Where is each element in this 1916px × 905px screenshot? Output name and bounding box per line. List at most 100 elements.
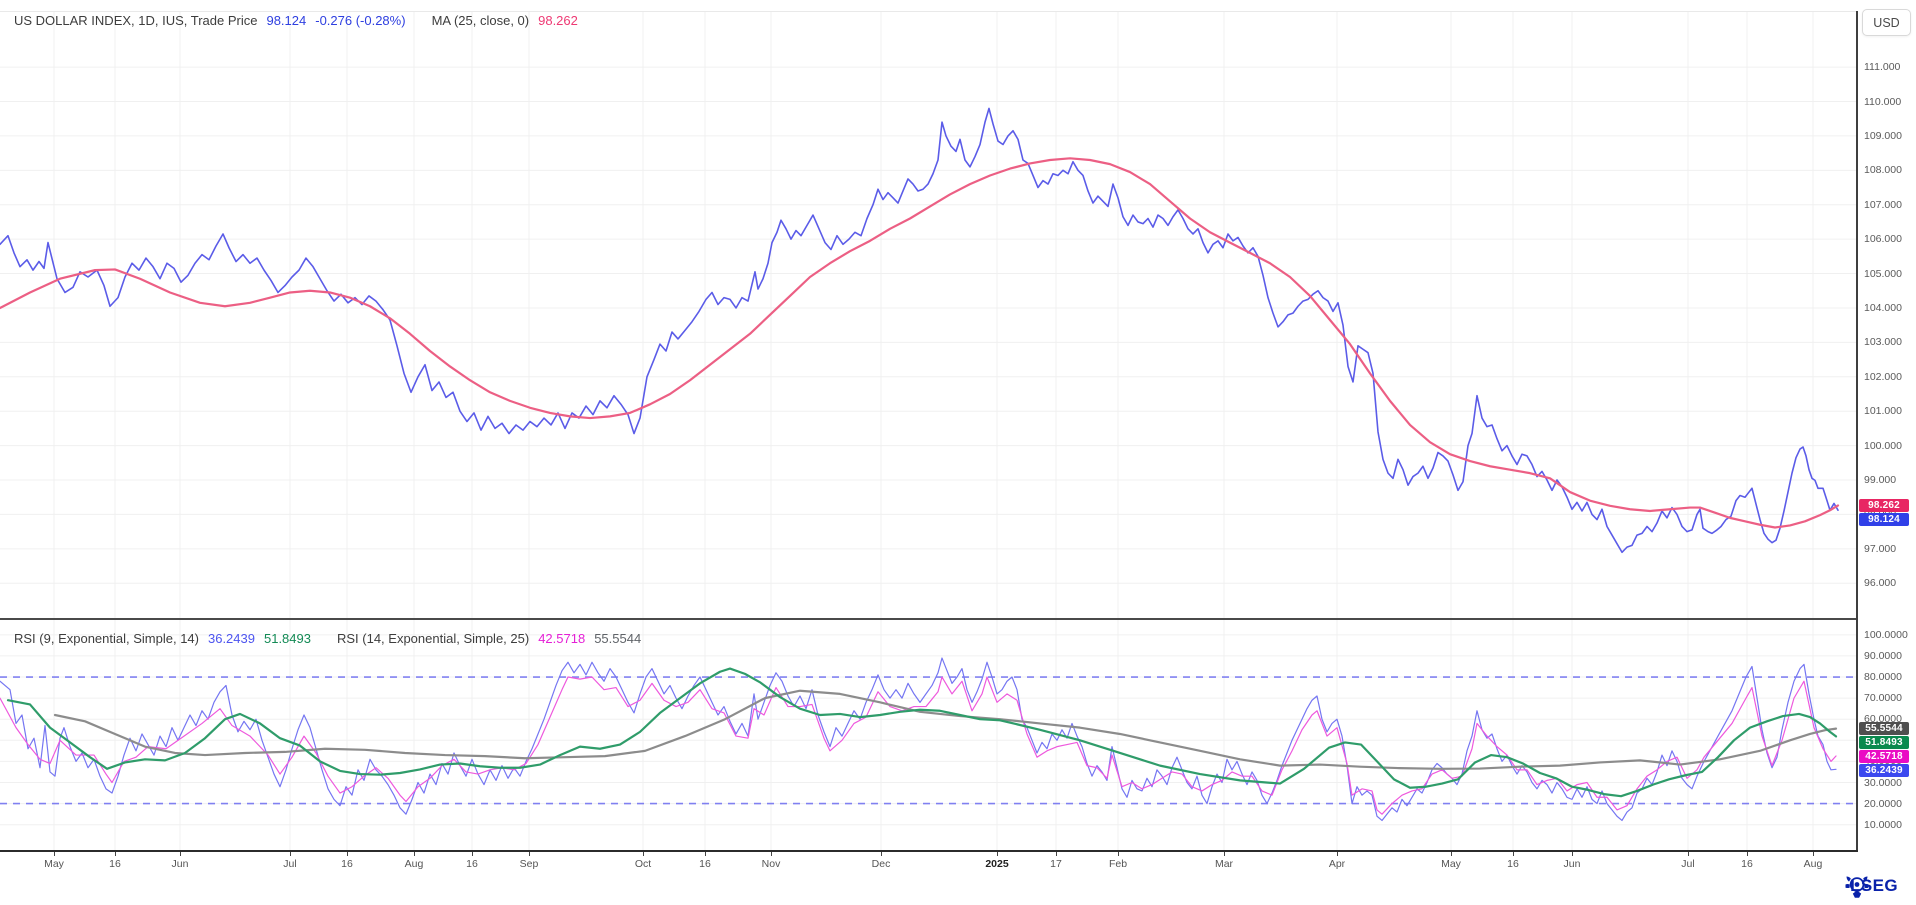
time-axis-label: 17	[1050, 858, 1062, 870]
price-axis-tick: 97.000	[1864, 542, 1897, 555]
price-axis-tick: 110.000	[1864, 95, 1902, 108]
rsi-axis-tick: 100.0000	[1864, 628, 1908, 641]
rsi14-ma-value: 55.5544	[594, 631, 642, 646]
time-axis-notch	[1451, 852, 1452, 856]
price-axis-tick: 96.000	[1864, 577, 1897, 590]
time-axis-notch	[180, 852, 181, 856]
price-label-ma: 98.262	[1859, 498, 1909, 512]
value-axis[interactable]: USD 111.000 110.000 109.000 108.000 107.000 1…	[1858, 0, 1916, 875]
time-axis-notch	[472, 852, 473, 856]
rsi9-ma-value: 51.8493	[263, 631, 311, 646]
time-axis-label: Feb	[1108, 858, 1128, 870]
rsi14-line[interactable]	[0, 676, 1837, 815]
time-axis-label: 16	[341, 858, 353, 870]
time-axis-label: Jun	[1563, 858, 1581, 870]
time-axis-notch	[1118, 852, 1119, 856]
price-label-last: 98.124	[1859, 512, 1909, 526]
price-axis-tick: 107.000	[1864, 198, 1902, 211]
time-axis-label: Sep	[519, 858, 539, 870]
rsi-axis-tick: 80.0000	[1864, 671, 1902, 684]
time-axis-notch	[771, 852, 772, 856]
time-axis-label: Oct	[634, 858, 652, 870]
time-axis-label: Aug	[404, 858, 424, 870]
time-axis-label: Jul	[1681, 858, 1695, 870]
time-axis-label: Jun	[171, 858, 189, 870]
value-axis-border	[1856, 11, 1858, 856]
time-axis-notch	[997, 852, 998, 856]
price-axis-tick: 99.000	[1864, 474, 1897, 487]
price-change-value: -0.276 (-0.28%)	[315, 13, 406, 28]
time-axis-label: Apr	[1328, 858, 1346, 870]
rsi-pane-legend[interactable]: RSI (9, Exponential, Simple, 14) 36.2439…	[14, 631, 641, 646]
price-axis-tick: 111.000	[1864, 61, 1901, 74]
time-axis[interactable]: May 16 Jun Jul 16 Aug 16 Sep Oct 16 Nov Dec 2025 17 Fe…	[0, 850, 1858, 878]
rsi14-value: 42.5718	[538, 631, 586, 646]
rsi-axis-tick: 10.0000	[1864, 818, 1902, 831]
time-axis-notch	[643, 852, 644, 856]
time-axis-notch	[1813, 852, 1814, 856]
plot-top-border	[0, 11, 1858, 12]
time-axis-notch	[290, 852, 291, 856]
time-axis-notch	[1224, 852, 1225, 856]
rsi9-line[interactable]	[0, 657, 1837, 822]
time-axis-notch	[1572, 852, 1573, 856]
rsi9-value: 36.2439	[207, 631, 255, 646]
rsi14-ma-line[interactable]	[53, 689, 1838, 770]
price-pane-legend[interactable]: US DOLLAR INDEX, 1D, IUS, Trade Price 98…	[14, 13, 578, 28]
rsi14-study-label: RSI (14, Exponential, Simple, 25)	[336, 631, 530, 646]
time-axis-notch	[529, 852, 530, 856]
time-axis-label: 16	[466, 858, 478, 870]
time-axis-label: 16	[1741, 858, 1753, 870]
time-axis-label: Mar	[1214, 858, 1234, 870]
time-axis-notch	[1056, 852, 1057, 856]
time-axis-label: 16	[109, 858, 121, 870]
time-axis-label: 16	[1507, 858, 1519, 870]
price-axis-tick: 109.000	[1864, 129, 1902, 142]
currency-badge: USD	[1862, 9, 1911, 36]
time-axis-notch	[347, 852, 348, 856]
rsi-axis-tick: 30.0000	[1864, 776, 1902, 789]
rsi-axis-tick: 20.0000	[1864, 797, 1902, 810]
time-axis-notch	[881, 852, 882, 856]
price-axis-tick: 103.000	[1864, 336, 1902, 349]
time-axis-notch	[1513, 852, 1514, 856]
lseg-emblem-icon	[1845, 876, 1869, 898]
price-axis-tick: 102.000	[1864, 370, 1902, 383]
time-axis-notch	[1337, 852, 1338, 856]
rsi-chart-canvas[interactable]	[0, 620, 1858, 851]
time-axis-notch	[115, 852, 116, 856]
lseg-logo: LSEG	[1844, 876, 1898, 898]
rsi-label-rsi9: 36.2439	[1859, 764, 1909, 778]
rsi9-study-label: RSI (9, Exponential, Simple, 14)	[14, 631, 199, 646]
time-axis-label: Aug	[1803, 858, 1823, 870]
time-axis-notch	[414, 852, 415, 856]
time-axis-label: Jul	[283, 858, 297, 870]
pane-separator[interactable]	[0, 618, 1858, 620]
time-axis-notch	[1688, 852, 1689, 856]
rsi-axis-tick: 70.0000	[1864, 692, 1902, 705]
ma-line[interactable]	[0, 157, 1840, 529]
instrument-title: US DOLLAR INDEX, 1D, IUS, Trade Price	[14, 13, 258, 28]
time-axis-label: Dec	[871, 858, 891, 870]
rsi-label-rsi14: 42.5718	[1859, 750, 1909, 764]
time-axis-label: 16	[699, 858, 711, 870]
price-axis-tick: 108.000	[1864, 164, 1902, 177]
time-axis-label: May	[1441, 858, 1461, 870]
ma-study-value: 98.262	[538, 13, 578, 28]
last-price-value: 98.124	[266, 13, 307, 28]
rsi-label-rsi14_ma25: 55.5544	[1859, 722, 1909, 736]
price-axis-tick: 106.000	[1864, 233, 1902, 246]
time-axis-label: 2025	[985, 858, 1009, 870]
ma-study-label: MA (25, close, 0)	[431, 13, 530, 28]
time-axis-notch	[1747, 852, 1748, 856]
time-axis-label: May	[44, 858, 64, 870]
time-axis-label: Nov	[761, 858, 781, 870]
price-axis-tick: 101.000	[1864, 405, 1902, 418]
time-axis-notch	[54, 852, 55, 856]
price-axis-tick: 105.000	[1864, 267, 1902, 280]
price-chart-canvas[interactable]	[0, 0, 1858, 618]
price-axis-tick: 100.000	[1864, 439, 1902, 452]
rsi-axis-tick: 90.0000	[1864, 649, 1902, 662]
rsi9-ma-line[interactable]	[6, 667, 1838, 798]
